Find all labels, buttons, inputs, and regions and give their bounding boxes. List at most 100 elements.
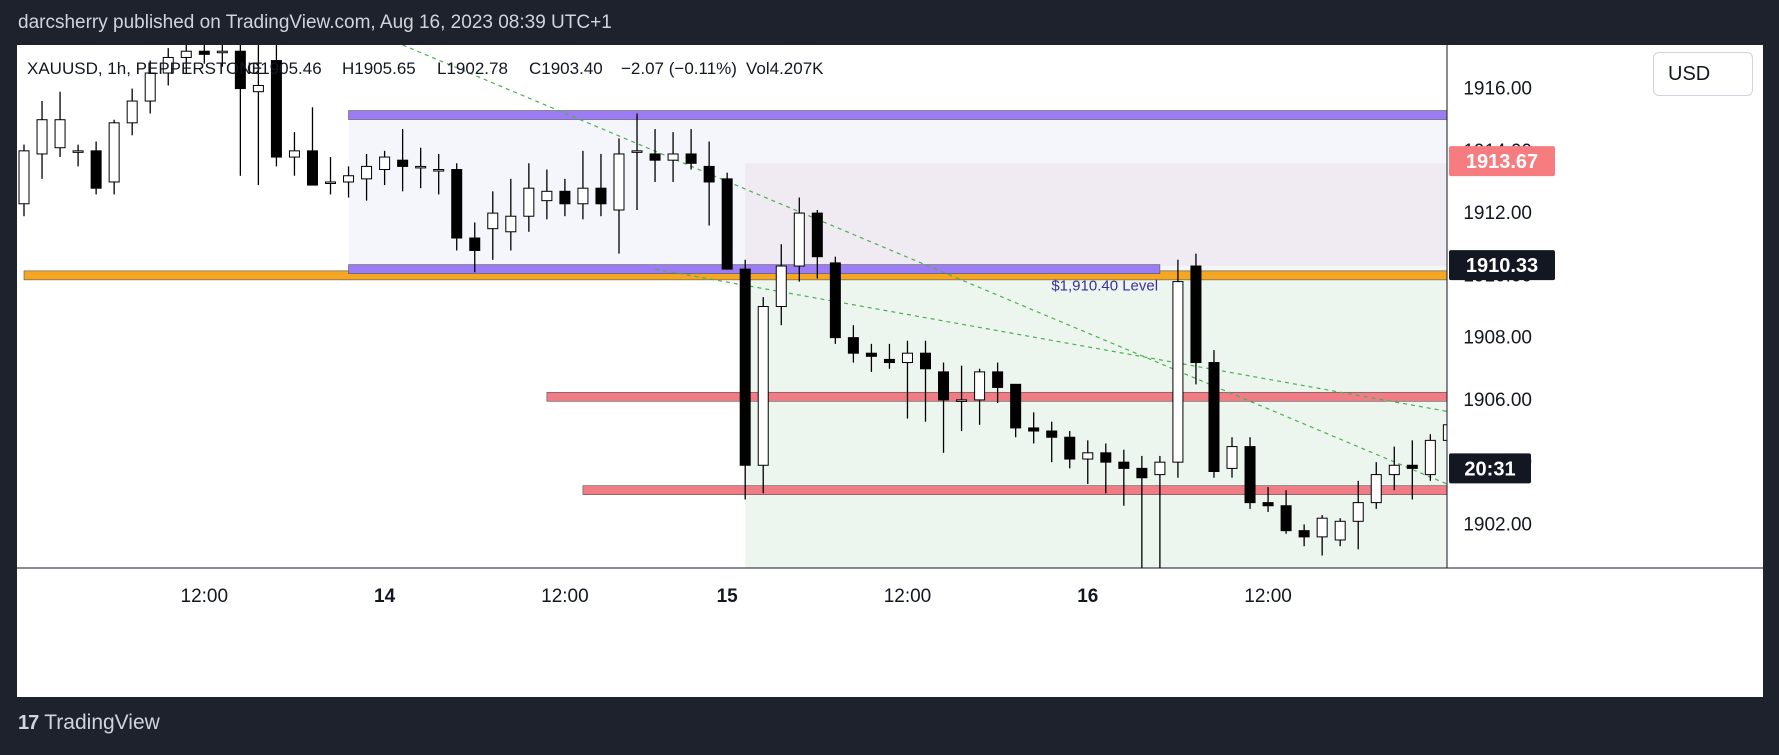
candle[interactable] bbox=[1316, 515, 1328, 556]
candle[interactable] bbox=[920, 340, 931, 422]
candle[interactable] bbox=[685, 129, 697, 170]
candle-body-bull bbox=[180, 50, 192, 58]
candle[interactable] bbox=[487, 191, 499, 260]
candle[interactable] bbox=[1046, 421, 1058, 463]
candle[interactable] bbox=[252, 45, 264, 186]
candle[interactable] bbox=[1244, 437, 1256, 509]
chart-area[interactable]: $1,915.00 Level$1,910.00 Level$1,910.40 … bbox=[17, 45, 1763, 697]
candle[interactable] bbox=[703, 141, 715, 226]
candle[interactable] bbox=[956, 365, 968, 432]
legend-change: −2.07 (−0.11%) bbox=[621, 59, 737, 78]
candle-body-bull bbox=[667, 153, 679, 161]
candle[interactable] bbox=[667, 132, 679, 182]
candle[interactable] bbox=[415, 147, 427, 189]
candle[interactable] bbox=[270, 45, 282, 167]
candle[interactable] bbox=[757, 297, 769, 494]
candle[interactable] bbox=[793, 197, 805, 282]
candle[interactable] bbox=[974, 368, 986, 425]
candle[interactable] bbox=[1352, 480, 1364, 550]
candle[interactable] bbox=[325, 157, 337, 195]
candle[interactable] bbox=[1190, 253, 1202, 385]
candle-body-bull bbox=[1154, 461, 1166, 476]
candle[interactable] bbox=[1154, 455, 1166, 578]
candle[interactable] bbox=[18, 144, 30, 217]
candle[interactable] bbox=[1280, 490, 1292, 534]
candle[interactable] bbox=[433, 153, 445, 195]
candle[interactable] bbox=[1424, 434, 1436, 481]
candle[interactable] bbox=[361, 153, 373, 201]
candle[interactable] bbox=[198, 45, 210, 64]
candle[interactable] bbox=[811, 209, 823, 279]
candle[interactable] bbox=[1064, 431, 1076, 469]
currency-button[interactable]: USD bbox=[1653, 52, 1753, 96]
candle[interactable] bbox=[1226, 437, 1238, 478]
candle[interactable] bbox=[144, 60, 156, 114]
candle[interactable] bbox=[541, 169, 553, 220]
candle[interactable] bbox=[90, 141, 102, 195]
candle[interactable] bbox=[1010, 383, 1022, 438]
candle[interactable] bbox=[829, 256, 841, 344]
candle[interactable] bbox=[739, 259, 751, 500]
candle[interactable] bbox=[847, 325, 859, 363]
candle[interactable] bbox=[54, 91, 66, 158]
candle[interactable] bbox=[469, 222, 481, 273]
candle[interactable] bbox=[1172, 259, 1184, 478]
candle[interactable] bbox=[288, 132, 300, 176]
candle-body-bull bbox=[505, 215, 517, 233]
candle-body-bull bbox=[144, 72, 156, 102]
candle[interactable] bbox=[613, 138, 625, 254]
candle-body-bear bbox=[865, 352, 877, 357]
candle-body-bull bbox=[1370, 474, 1382, 504]
candle[interactable] bbox=[1370, 462, 1382, 509]
candle[interactable] bbox=[1388, 446, 1400, 491]
candle-body-bull bbox=[325, 181, 337, 184]
candle[interactable] bbox=[649, 129, 661, 182]
candle[interactable] bbox=[162, 48, 174, 86]
candle[interactable] bbox=[577, 150, 589, 220]
candle[interactable] bbox=[1136, 455, 1148, 572]
trendline-trend-2[interactable] bbox=[654, 268, 1557, 432]
candle[interactable] bbox=[1208, 350, 1220, 478]
candle[interactable] bbox=[234, 45, 246, 176]
time-axis[interactable] bbox=[17, 568, 1763, 697]
candle-body-bear bbox=[811, 212, 823, 258]
candle[interactable] bbox=[397, 129, 409, 192]
candle[interactable] bbox=[36, 101, 48, 179]
candle[interactable] bbox=[451, 163, 463, 251]
candle[interactable] bbox=[379, 150, 391, 186]
price-axis[interactable] bbox=[1447, 45, 1763, 568]
candle[interactable] bbox=[216, 45, 228, 67]
candle[interactable] bbox=[865, 343, 877, 372]
candle[interactable] bbox=[505, 178, 517, 251]
candle[interactable] bbox=[992, 362, 1004, 404]
candle[interactable] bbox=[721, 172, 733, 270]
candle[interactable] bbox=[1298, 524, 1310, 547]
level-purple-1910-4[interactable] bbox=[348, 264, 1161, 274]
candle[interactable] bbox=[1262, 487, 1274, 512]
candle[interactable] bbox=[1082, 440, 1094, 484]
candle[interactable] bbox=[1406, 440, 1418, 500]
price-badge-text: 1913.67 bbox=[1466, 151, 1538, 173]
candle[interactable] bbox=[523, 163, 535, 232]
candle[interactable] bbox=[72, 144, 84, 167]
candle[interactable] bbox=[775, 244, 787, 326]
candle[interactable] bbox=[883, 343, 895, 369]
candle[interactable] bbox=[343, 166, 355, 198]
candle[interactable] bbox=[901, 340, 913, 419]
candle[interactable] bbox=[595, 153, 607, 217]
candle[interactable] bbox=[631, 113, 643, 210]
candle[interactable] bbox=[180, 45, 192, 74]
trendline-trend-1[interactable] bbox=[402, 45, 1647, 569]
candle-body-bear bbox=[1208, 362, 1220, 472]
candle[interactable] bbox=[108, 119, 120, 195]
candlestick-chart[interactable]: $1,915.00 Level$1,910.00 Level$1,910.40 … bbox=[17, 45, 1763, 697]
candle[interactable] bbox=[126, 88, 138, 136]
candle[interactable] bbox=[1118, 449, 1130, 506]
candle-body-bull bbox=[36, 119, 48, 155]
candle[interactable] bbox=[1028, 412, 1040, 444]
candle[interactable] bbox=[1334, 518, 1346, 547]
candle[interactable] bbox=[306, 107, 318, 186]
candle[interactable] bbox=[938, 362, 950, 453]
candle[interactable] bbox=[559, 178, 571, 217]
candle[interactable] bbox=[1100, 443, 1112, 494]
